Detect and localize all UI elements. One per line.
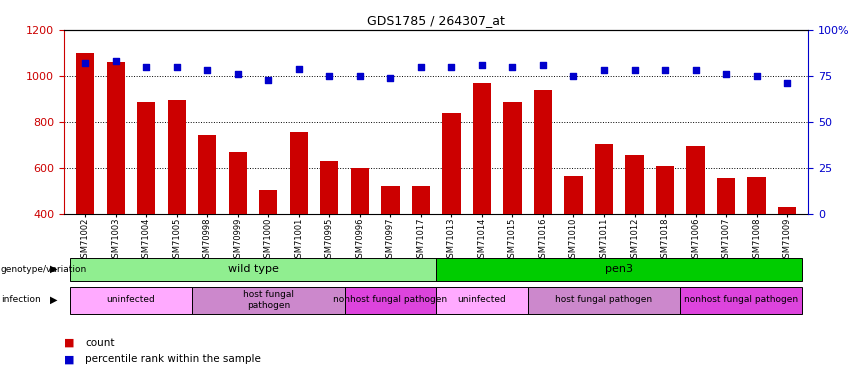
Bar <box>351 168 369 306</box>
Point <box>109 58 123 64</box>
Bar <box>778 207 797 306</box>
Bar <box>381 186 399 306</box>
Point <box>688 68 702 74</box>
Bar <box>680 286 802 314</box>
Bar <box>168 100 186 306</box>
Text: infection: infection <box>1 296 41 304</box>
Text: nonhost fungal pathogen: nonhost fungal pathogen <box>334 296 448 304</box>
Bar <box>747 177 766 306</box>
Point <box>384 75 397 81</box>
Title: GDS1785 / 264307_at: GDS1785 / 264307_at <box>367 15 505 27</box>
Point <box>231 71 244 77</box>
Point <box>658 68 671 74</box>
Point <box>323 73 336 79</box>
Bar <box>192 286 345 314</box>
Point <box>170 64 184 70</box>
Bar <box>345 286 436 314</box>
Bar <box>70 286 192 314</box>
Text: count: count <box>85 338 115 348</box>
Bar <box>137 102 156 306</box>
Bar <box>289 132 308 306</box>
Text: ■: ■ <box>64 338 74 348</box>
Bar <box>534 90 552 306</box>
Point <box>719 71 733 77</box>
Bar <box>625 155 643 306</box>
Text: genotype/variation: genotype/variation <box>1 265 87 274</box>
Bar <box>106 62 125 306</box>
Text: host fungal pathogen: host fungal pathogen <box>556 296 653 304</box>
Bar <box>528 286 680 314</box>
Point <box>536 62 550 68</box>
Bar <box>260 190 277 306</box>
Point <box>140 64 153 70</box>
Point <box>78 60 92 66</box>
Bar <box>473 83 491 306</box>
Bar <box>412 186 430 306</box>
Text: nonhost fungal pathogen: nonhost fungal pathogen <box>684 296 798 304</box>
Bar <box>443 112 460 306</box>
Text: ■: ■ <box>64 354 74 364</box>
Point <box>353 73 367 79</box>
Bar <box>320 161 339 306</box>
Bar <box>198 135 216 306</box>
Text: pen3: pen3 <box>605 264 633 274</box>
Bar <box>436 258 802 281</box>
Bar <box>656 165 674 306</box>
Point <box>780 80 794 86</box>
Bar <box>76 53 94 306</box>
Point <box>444 64 458 70</box>
Point <box>750 73 763 79</box>
Text: uninfected: uninfected <box>458 296 506 304</box>
Text: ▶: ▶ <box>50 295 58 305</box>
Bar <box>436 286 528 314</box>
Bar <box>229 152 247 306</box>
Text: uninfected: uninfected <box>106 296 156 304</box>
Point <box>201 68 214 74</box>
Bar <box>564 176 583 306</box>
Point <box>567 73 580 79</box>
Text: host fungal
pathogen: host fungal pathogen <box>243 290 294 310</box>
Point <box>292 66 306 72</box>
Bar <box>70 258 436 281</box>
Bar <box>503 102 522 306</box>
Bar <box>687 146 705 306</box>
Point <box>505 64 519 70</box>
Point <box>475 62 488 68</box>
Text: percentile rank within the sample: percentile rank within the sample <box>85 354 261 364</box>
Bar <box>595 144 613 306</box>
Text: ▶: ▶ <box>50 264 58 274</box>
Bar <box>717 178 735 306</box>
Point <box>628 68 642 74</box>
Point <box>261 76 275 82</box>
Text: wild type: wild type <box>227 264 278 274</box>
Point <box>414 64 428 70</box>
Point <box>597 68 611 74</box>
